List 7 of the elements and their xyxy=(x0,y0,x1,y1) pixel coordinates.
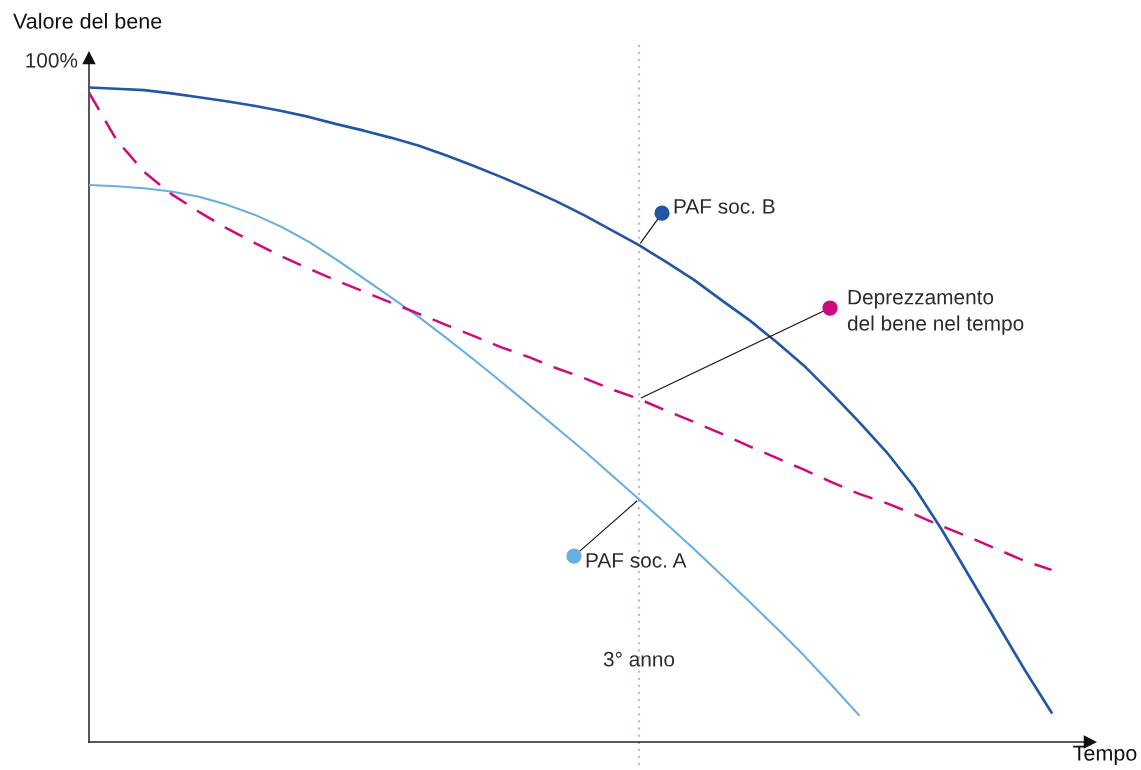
text: 100% xyxy=(26,52,78,68)
legend-label: Deprezzamento del bene nel tempo xyxy=(847,289,1024,335)
legend-label: PAF soc. B xyxy=(674,199,775,214)
y-axis-title: Valore del bene xyxy=(13,12,162,29)
legend-label: PAF soc. A xyxy=(586,553,687,568)
annotation: 3° anno xyxy=(603,651,675,667)
x-axis-title: Tempo xyxy=(1073,745,1137,766)
